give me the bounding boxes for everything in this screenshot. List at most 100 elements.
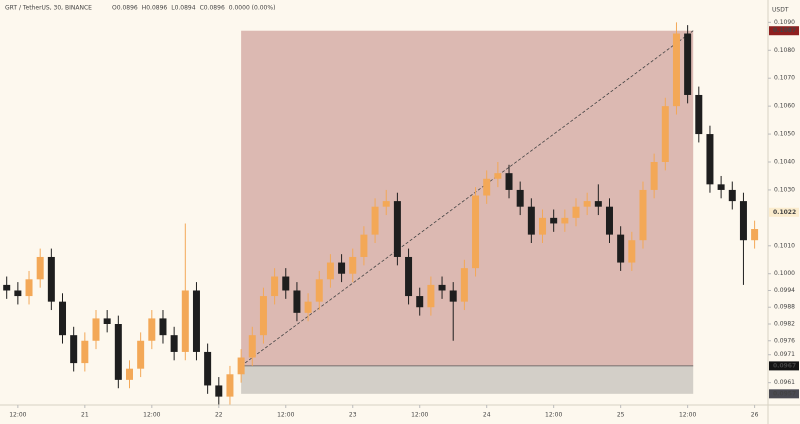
y-tick-label: 0.1030 (774, 186, 795, 193)
candle-body (550, 217, 558, 224)
candle-body (505, 173, 513, 190)
candle-body (706, 134, 714, 185)
candle-body (527, 206, 535, 235)
candle-body (382, 201, 390, 207)
candle-body (427, 284, 435, 308)
x-tick-label: 12:00 (143, 412, 160, 419)
y-tick-label: 0.0994 (774, 287, 795, 294)
candle-body (326, 262, 334, 280)
legend-value: H0.0896 (142, 5, 168, 12)
candle-body (14, 290, 22, 297)
candle-body (271, 276, 279, 297)
target-label: 0.1087 (773, 27, 796, 34)
candle-body (628, 240, 636, 263)
candle-body (47, 256, 55, 302)
x-tick-label: 12:00 (411, 412, 428, 419)
legend-value: O0.0896 (112, 5, 138, 12)
y-tick-label: 0.0982 (774, 321, 795, 328)
candle-body (617, 234, 625, 263)
candle-body (594, 201, 602, 207)
x-tick-label: 21 (81, 412, 89, 419)
candle-body (125, 368, 133, 380)
y-tick-label: 0.1010 (774, 242, 795, 249)
y-tick-label: 0.1050 (774, 131, 795, 138)
y-tick-label: 0.1070 (774, 75, 795, 82)
x-tick-label: 12:00 (545, 412, 562, 419)
candle-body (215, 385, 223, 397)
candle-body (728, 189, 736, 202)
candle-body (739, 201, 747, 241)
candle-body (148, 318, 156, 341)
last-price-label: 0.1022 (773, 209, 796, 216)
candle-body (25, 279, 33, 297)
stop-zone (241, 365, 694, 394)
candle-body (349, 256, 357, 274)
last-price-label-box (769, 207, 799, 217)
candle-body (36, 256, 44, 280)
y-tick-label: 0.1040 (774, 159, 795, 166)
candle-body (472, 195, 480, 269)
legend-value: L0.0894 (171, 5, 196, 12)
y-tick-label: 0.1000 (774, 270, 795, 277)
candle-body (717, 184, 725, 190)
candle-body (371, 206, 379, 235)
candle-body (59, 301, 67, 336)
stop-label-box (769, 389, 799, 399)
trend-line (240, 30, 694, 367)
y-tick-label: 0.0961 (774, 379, 795, 386)
candle-body (539, 217, 547, 235)
candle-body (159, 318, 167, 336)
candle-body (360, 234, 368, 257)
y-tick-label: 0.0976 (774, 337, 795, 344)
candle-body (438, 284, 446, 291)
currency: USDT (772, 7, 789, 14)
candle-body (672, 33, 680, 107)
candle-body (460, 268, 468, 302)
candle-body (684, 33, 692, 95)
candle-body (204, 351, 212, 386)
candle-body (483, 178, 491, 196)
candle-body (170, 335, 178, 352)
candle-body (315, 279, 323, 302)
candle-body (103, 318, 111, 324)
symbol: GRT / TetherUS, 30, BINANCE (5, 5, 92, 12)
candle-body (751, 229, 759, 241)
candle-body (516, 189, 524, 207)
x-tick-label: 25 (617, 412, 625, 419)
candle-body (572, 206, 580, 218)
legend-value: 0.0000 (0.00%) (229, 5, 276, 12)
x-tick-label: 24 (483, 412, 491, 419)
y-tick-label: 0.1080 (774, 47, 795, 54)
candle-body (192, 290, 200, 352)
candle-body (226, 374, 234, 397)
candle-body (181, 290, 189, 352)
x-tick-label: 26 (751, 412, 759, 419)
x-tick-label: 12:00 (277, 412, 294, 419)
candle-body (416, 296, 424, 308)
y-tick-label: 0.1060 (774, 103, 795, 110)
candle-body (81, 340, 89, 364)
candle-body (605, 206, 613, 235)
candle-body (583, 201, 591, 207)
candle-body (92, 318, 100, 341)
y-tick-label: 0.1090 (774, 19, 795, 26)
candle-body (137, 340, 145, 369)
entry-label: 0.0967 (773, 362, 796, 369)
candle-body (449, 290, 457, 302)
entry-label-box (769, 361, 799, 371)
candle-body (293, 290, 301, 313)
legend-value: C0.0896 (200, 5, 225, 12)
candle-body (494, 173, 502, 179)
candle-body (3, 284, 11, 291)
candle-body (393, 201, 401, 257)
x-tick-label: 12:00 (9, 412, 26, 419)
candle-body (639, 189, 647, 241)
candle-body (259, 296, 267, 336)
x-tick-label: 22 (215, 412, 223, 419)
candle-body (237, 357, 245, 375)
candle-body (661, 106, 669, 162)
candle-body (282, 276, 290, 291)
candle-body (695, 94, 703, 135)
y-tick-label: 0.0971 (774, 351, 795, 358)
